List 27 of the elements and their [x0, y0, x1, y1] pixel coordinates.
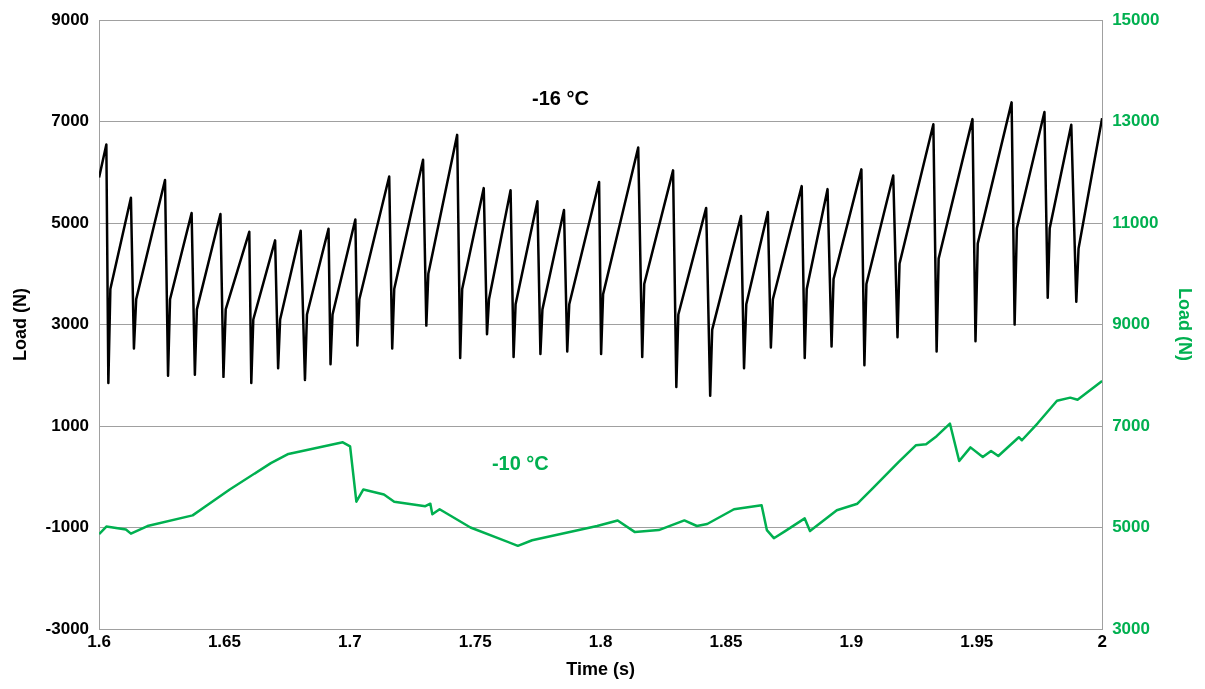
x-tick-label: 1.65 [207, 631, 242, 651]
x-axis-title: Time (s) [566, 659, 635, 680]
y-tick-label: 1000 [51, 415, 90, 435]
y2-tick-label: 13000 [1112, 111, 1160, 131]
y2-tick-label: 15000 [1112, 9, 1160, 29]
x-tick-label: 1.7 [338, 631, 362, 651]
y2-tick-label: 11000 [1112, 212, 1159, 232]
y2-tick-label: 3000 [1112, 618, 1150, 638]
y-tick-label: -1000 [45, 517, 90, 537]
y2-tick-label: 5000 [1112, 517, 1150, 537]
y2-tick-label: 7000 [1112, 415, 1150, 435]
y-tick-label: 7000 [51, 111, 90, 131]
x-tick-label: 1.75 [458, 631, 492, 651]
x-tick-label: 1.9 [839, 631, 864, 651]
text: -16 °C [532, 86, 589, 109]
y-axis-title: Load (N) [9, 288, 30, 362]
x-tick-label: 1.95 [960, 631, 994, 651]
x-tick-label: 1.85 [709, 631, 743, 651]
text: -10 °C [491, 452, 549, 475]
x-tick-label: 1.8 [588, 631, 613, 651]
y-tick-label: 3000 [51, 314, 90, 334]
x-tick-label: 2 [1097, 631, 1107, 651]
x-tick-label: 1.6 [87, 631, 111, 651]
y-tick-label: 5000 [51, 212, 90, 232]
y2-axis-title: Load (N) [1175, 288, 1196, 362]
y2-tick-label: 9000 [1112, 314, 1150, 334]
y-tick-label: 9000 [51, 9, 90, 29]
